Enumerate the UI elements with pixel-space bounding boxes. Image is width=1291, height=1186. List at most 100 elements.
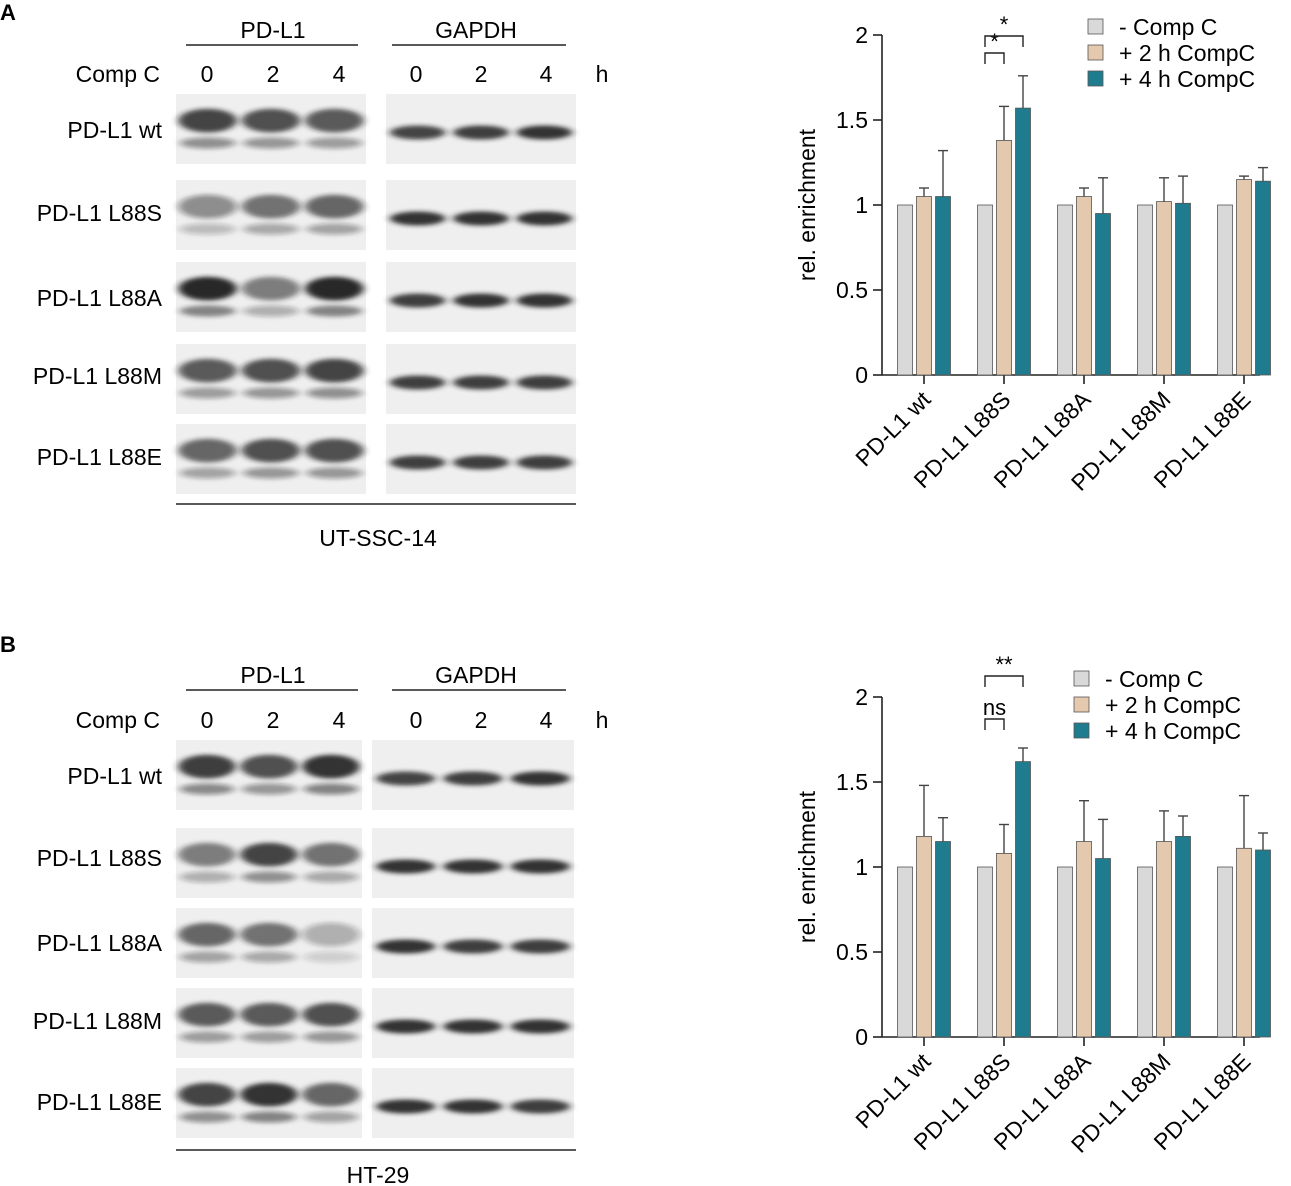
legend-swatch [1073,722,1090,739]
gapdh-band [516,125,573,140]
cell-line-label: UT-SSC-14 [319,525,437,551]
time-point-gapdh-2: 2 [475,707,488,733]
legend-label: + 4 h CompC [1119,66,1255,92]
pdl1-band-lower [306,305,363,317]
bar [996,853,1012,1038]
time-point-pdl1-4: 4 [333,707,346,733]
gapdh-band [443,771,503,786]
bar [1095,858,1111,1038]
gapdh-band [376,771,436,786]
pdl1-band-lower [243,467,299,479]
gapdh-band [453,375,509,390]
gapdh-band [443,859,503,874]
y-tick-label: 2 [855,684,868,710]
legend-swatch [1087,70,1104,87]
pdl1-band-upper [178,1082,236,1107]
pdl1-band-upper [302,1082,360,1107]
time-label: Comp C [76,707,160,733]
y-tick-label: 0 [855,362,868,388]
gapdh-band [510,939,570,954]
gapdh-band [453,455,509,470]
gapdh-band [389,211,446,226]
gapdh-band [376,1019,436,1034]
time-unit: h [596,707,609,733]
gapdh-band [389,125,446,140]
pdl1-band-upper [178,754,236,779]
pdl1-band-upper [178,1002,236,1027]
pdl1-band-lower [179,137,236,149]
panel-letter-b: B [0,632,16,657]
pdl1-band-upper [302,842,360,867]
bar [1175,202,1191,376]
protein-label-gapdh: GAPDH [435,17,517,43]
bar [1217,204,1233,376]
gapdh-band [510,859,570,874]
gapdh-band [516,455,573,470]
pdl1-band-upper [240,842,298,867]
gapdh-band [453,293,509,308]
significance-bracket [984,52,1005,64]
blot-row-label: PD-L1 L88S [37,845,162,871]
blot-row-label: PD-L1 L88M [33,363,162,389]
blot-panel-a: PD-L1 GAPDH Comp C 0 2 4 0 2 4 h PD-L1 w… [33,17,609,551]
pdl1-band-lower [306,467,363,479]
gapdh-band [443,939,503,954]
bar [1076,196,1092,376]
bar [1095,213,1111,376]
blot-row-label: PD-L1 L88E [37,1089,162,1115]
protein-label-pdl1: PD-L1 [240,17,305,43]
legend-label: - Comp C [1105,666,1203,692]
pdl1-band-lower [241,871,297,883]
pdl1-band-upper [305,438,364,463]
pdl1-band-lower [179,783,235,795]
pdl1-band-upper [305,358,364,383]
y-tick-label: 0.5 [836,277,868,303]
bar [977,866,993,1038]
pdl1-band-lower [241,951,297,963]
pdl1-band-lower [179,387,236,399]
time-label: Comp C [76,61,160,87]
pdl1-band-lower [179,871,235,883]
pdl1-band-lower [179,951,235,963]
blot-row-label: PD-L1 wt [67,763,162,789]
gapdh-band [389,455,446,470]
gapdh-band [516,375,573,390]
bar [1137,866,1153,1038]
time-point-pdl1-4: 4 [333,61,346,87]
pdl1-band-upper [240,1002,298,1027]
significance-bracket [984,675,1024,687]
significance-label: * [990,29,999,54]
legend-label: - Comp C [1119,14,1217,40]
bar [977,204,993,376]
pdl1-band-upper [241,194,301,219]
protein-label-pdl1: PD-L1 [240,662,305,688]
bar [916,196,932,376]
gapdh-band [516,293,573,308]
y-tick-label: 1 [855,854,868,880]
gapdh-band [376,1099,436,1114]
legend-label: + 2 h CompC [1105,692,1241,718]
pdl1-band-upper [241,108,301,133]
time-point-pdl1-2: 2 [267,61,280,87]
bar [897,204,913,376]
x-tick-label: PD-L1 wt [850,1048,936,1134]
y-axis-label: rel. enrichment [794,790,820,943]
gapdh-band [510,1019,570,1034]
y-tick-label: 0 [855,1024,868,1050]
significance-label: * [1000,12,1009,37]
y-tick-label: 1 [855,192,868,218]
pdl1-band-upper [178,438,237,463]
pdl1-band-lower [306,387,363,399]
blot-row-label: PD-L1 L88S [37,200,162,226]
pdl1-band-upper [240,922,298,947]
panel-b: B PD-L1 GAPDH Comp C 0 2 4 0 2 4 h PD-L1… [0,632,1271,1186]
pdl1-band-lower [306,223,363,235]
time-unit: h [596,61,609,87]
blot-strips-a [176,94,576,494]
gapdh-band [376,939,436,954]
pdl1-band-upper [178,194,237,219]
gapdh-band [510,771,570,786]
pdl1-band-upper [178,922,236,947]
